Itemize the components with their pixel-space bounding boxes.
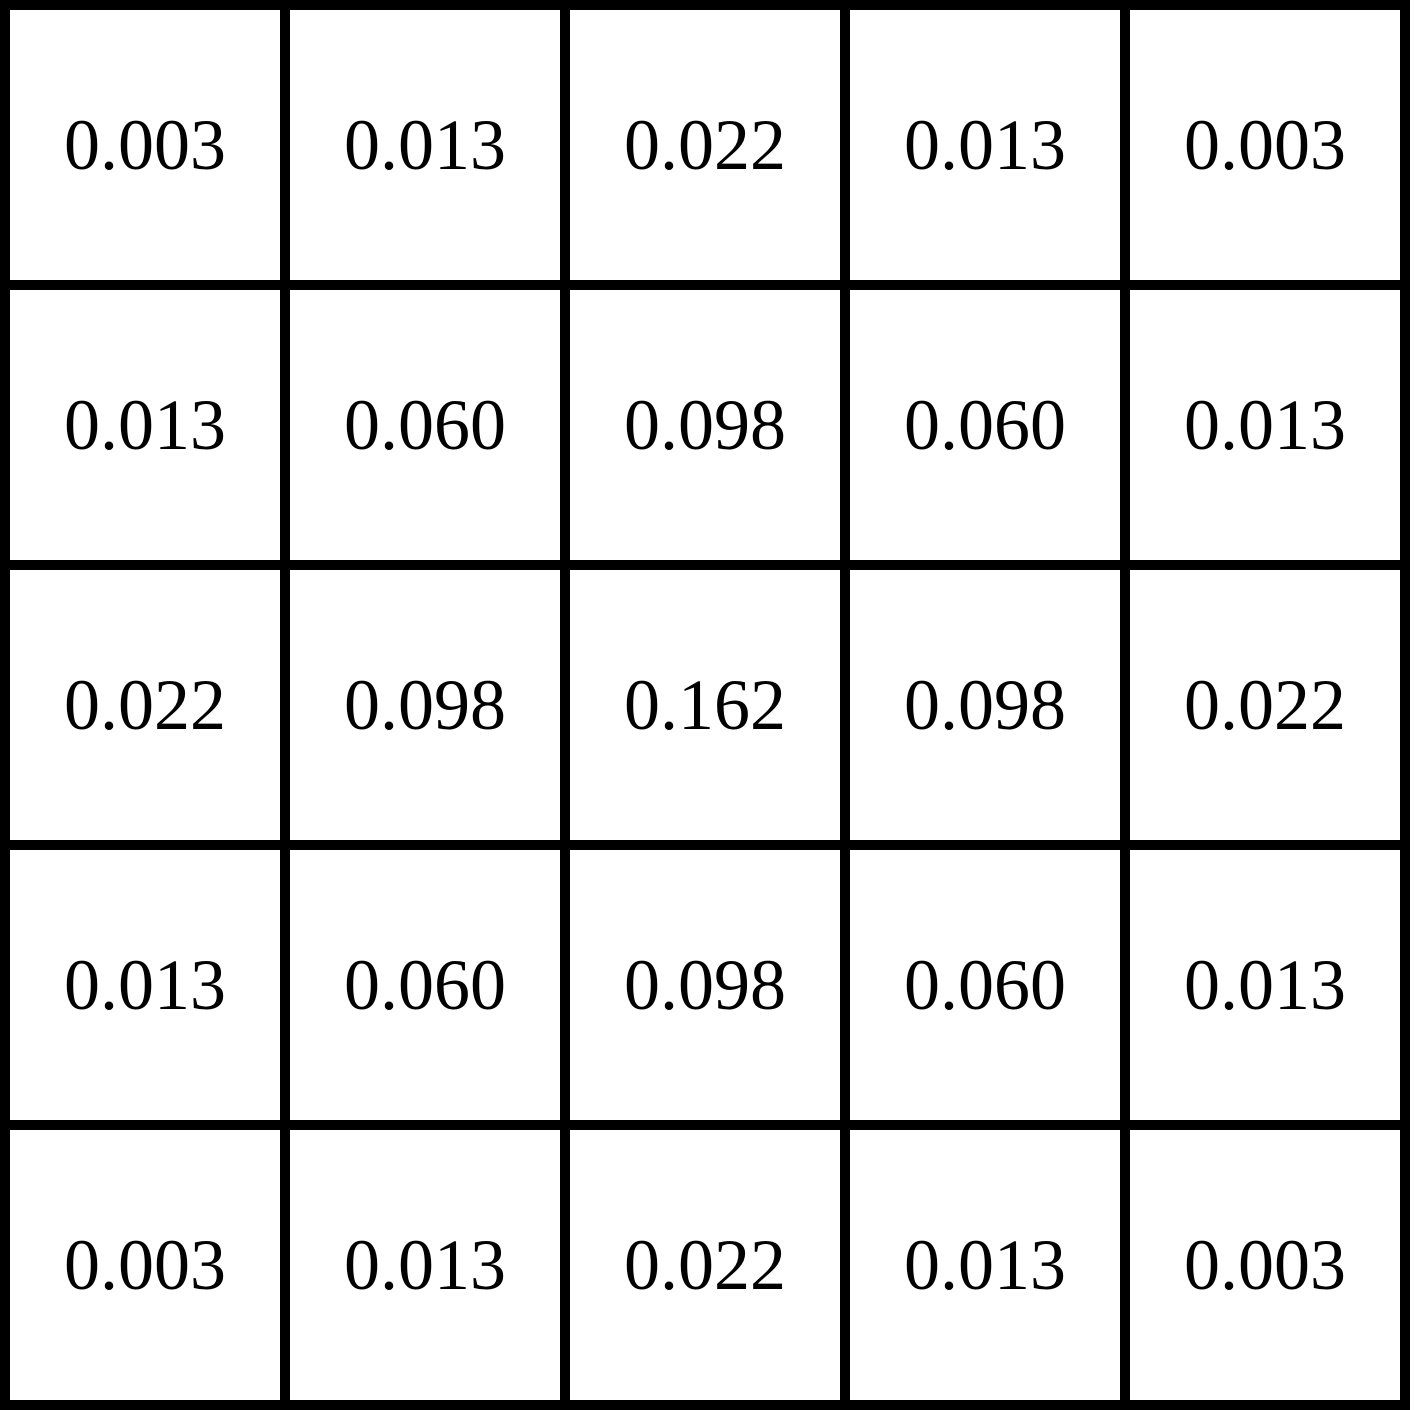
kernel-cell-r3-c1: 0.022	[64, 665, 226, 745]
grid-line-vertical	[560, 0, 570, 1410]
kernel-cell-r1-c2: 0.013	[344, 105, 506, 185]
grid-line-horizontal	[0, 1400, 1410, 1410]
kernel-cell-r4-c5: 0.013	[1184, 945, 1346, 1025]
kernel-cell-r3-c4: 0.098	[904, 665, 1066, 745]
kernel-cell-r3-c3: 0.162	[624, 665, 786, 745]
kernel-cell-r5-c4: 0.013	[904, 1225, 1066, 1305]
grid-line-vertical	[280, 0, 290, 1410]
kernel-cell-r2-c2: 0.060	[344, 385, 506, 465]
kernel-cell-r4-c4: 0.060	[904, 945, 1066, 1025]
kernel-cell-r4-c2: 0.060	[344, 945, 506, 1025]
kernel-cell-r5-c2: 0.013	[344, 1225, 506, 1305]
kernel-cell-r2-c5: 0.013	[1184, 385, 1346, 465]
grid-line-horizontal	[0, 1120, 1410, 1130]
grid-line-vertical	[1120, 0, 1130, 1410]
kernel-cell-r2-c3: 0.098	[624, 385, 786, 465]
kernel-cell-r1-c5: 0.003	[1184, 105, 1346, 185]
kernel-cell-r1-c1: 0.003	[64, 105, 226, 185]
kernel-cell-r5-c1: 0.003	[64, 1225, 226, 1305]
grid-line-vertical	[1400, 0, 1410, 1410]
kernel-cell-r2-c1: 0.013	[64, 385, 226, 465]
kernel-cell-r5-c3: 0.022	[624, 1225, 786, 1305]
grid-line-vertical	[840, 0, 850, 1410]
grid-line-horizontal	[0, 0, 1410, 10]
kernel-cell-r3-c5: 0.022	[1184, 665, 1346, 745]
kernel-cell-r1-c3: 0.022	[624, 105, 786, 185]
grid-line-vertical	[0, 0, 10, 1410]
kernel-cell-r1-c4: 0.013	[904, 105, 1066, 185]
grid-line-horizontal	[0, 840, 1410, 850]
kernel-cell-r4-c1: 0.013	[64, 945, 226, 1025]
kernel-cell-r2-c4: 0.060	[904, 385, 1066, 465]
kernel-cell-r5-c5: 0.003	[1184, 1225, 1346, 1305]
kernel-cell-r4-c3: 0.098	[624, 945, 786, 1025]
kernel-cell-r3-c2: 0.098	[344, 665, 506, 745]
grid-line-horizontal	[0, 560, 1410, 570]
grid-line-horizontal	[0, 280, 1410, 290]
